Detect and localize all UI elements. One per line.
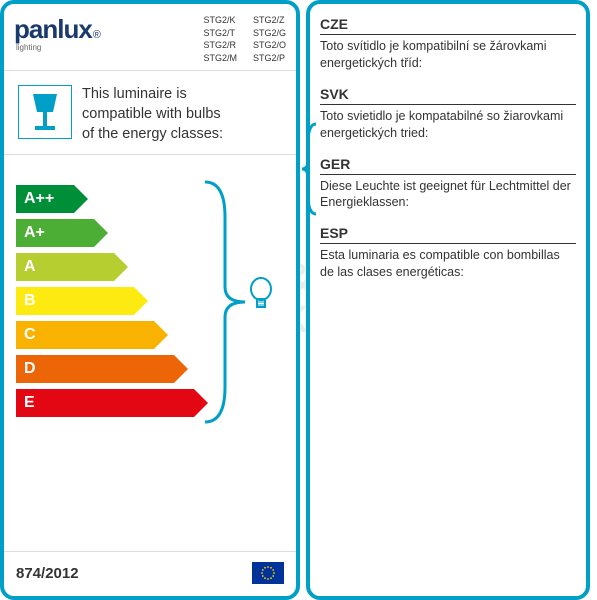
product-code: STG2/O [253,39,286,52]
language-list: CZE Toto svítidlo je kompatibilní se žáro… [320,16,576,281]
energy-bar-tip [154,321,168,349]
product-code: STG2/G [253,27,286,40]
translations-panel: CZE Toto svítidlo je kompatibilní se žáro… [306,0,590,600]
product-code: STG2/M [203,52,237,65]
lang-code: GER [320,156,576,175]
lang-text: Diese Leuchte ist geeignet für Lechtmitt… [320,178,576,212]
lang-block-svk: SVK Toto svietidlo je kompatabilné so žia… [320,86,576,142]
eu-flag-icon [252,562,284,584]
energy-bar-B: B [16,287,134,315]
energy-bar-A: A [16,253,114,281]
brand-registered: ® [93,29,101,41]
lang-text: Esta luminaria es compatible con bombill… [320,247,576,281]
lang-block-esp: ESP Esta luminaria es compatible con bomb… [320,225,576,281]
lang-code: ESP [320,225,576,244]
product-code: STG2/R [203,39,237,52]
brand-block: panlux ® lighting [14,14,101,64]
label-header: panlux ® lighting STG2/KSTG2/TSTG2/RSTG2… [4,4,296,71]
product-code: STG2/Z [253,14,286,27]
lang-text: Toto svítidlo je kompatibilní se žárovka… [320,38,576,72]
product-codes: STG2/KSTG2/TSTG2/RSTG2/M STG2/ZSTG2/GSTG… [203,14,286,64]
intro-line2: compatible with bulbs [82,105,223,125]
lang-code: SVK [320,86,576,105]
lang-text: Toto svietidlo je kompatabilné so žiarov… [320,108,576,142]
intro-row: This luminaire is compatible with bulbs … [4,71,296,155]
energy-bar-tip [114,253,128,281]
energy-bar-tip [134,287,148,315]
lang-block-ger: GER Diese Leuchte ist geeignet für Lechtm… [320,156,576,212]
energy-chart-area: A++ A+ ABCDE [4,155,296,485]
lang-block-cze: CZE Toto svítidlo je kompatibilní se žáro… [320,16,576,72]
energy-label-panel: panlux ® lighting STG2/KSTG2/TSTG2/RSTG2… [0,0,300,600]
intro-text: This luminaire is compatible with bulbs … [82,85,223,144]
product-code: STG2/T [203,27,237,40]
lamp-icon [18,85,72,139]
energy-bar-tip [74,185,88,213]
left-bracket [300,119,318,219]
intro-line1: This luminaire is [82,85,223,105]
energy-bar-E: E [16,389,194,417]
energy-bar-tip [174,355,188,383]
regulation-number: 874/2012 [16,565,79,582]
energy-bar-Aplus: A+ [16,219,94,247]
energy-bar-D: D [16,355,174,383]
energy-bars: A++ A+ ABCDE [16,185,286,417]
intro-line3: of the energy classes: [82,125,223,145]
lang-code: CZE [320,16,576,35]
energy-bar-tip [194,389,208,417]
energy-bar-C: C [16,321,154,349]
bulb-icon [248,277,274,316]
energy-bar-Aplusplus: A++ [16,185,74,213]
label-footer: 874/2012 [4,551,296,596]
brand-name: panlux [14,14,92,45]
product-code: STG2/K [203,14,237,27]
main-container: panlux ® lighting STG2/KSTG2/TSTG2/RSTG2… [0,0,597,600]
energy-bar-tip [94,219,108,247]
product-code: STG2/P [253,52,286,65]
